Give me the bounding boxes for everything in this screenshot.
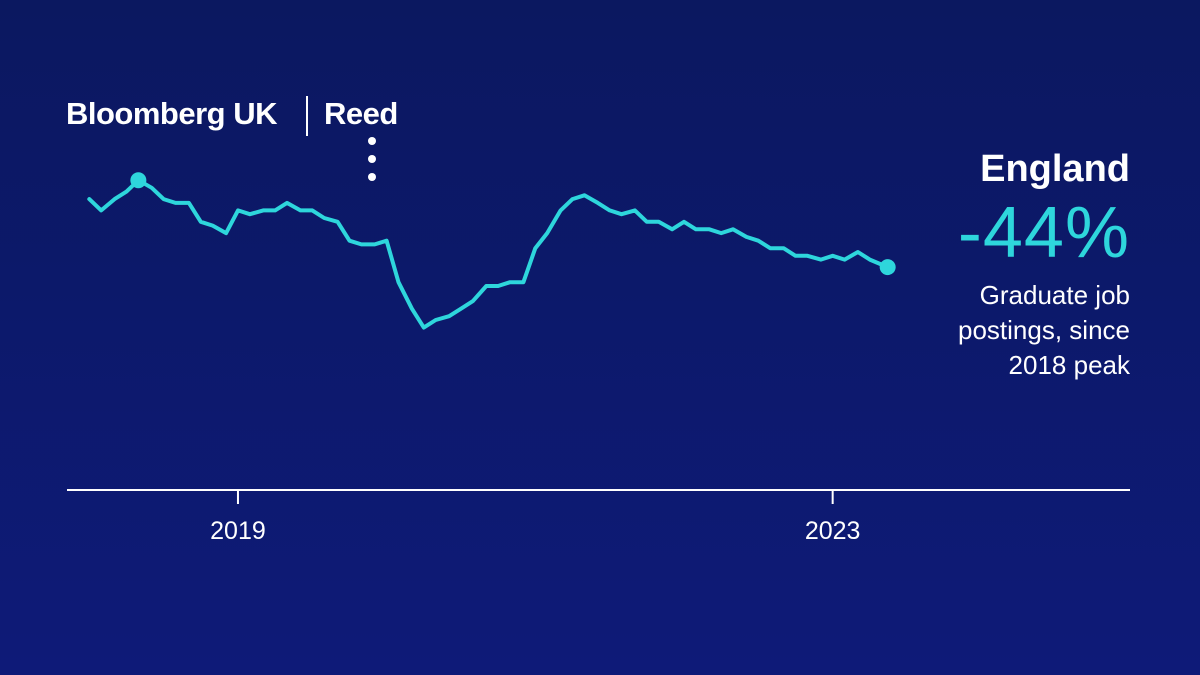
- bloomberg-uk-logo: Bloomberg UK: [66, 96, 278, 131]
- region-label: England: [980, 148, 1130, 190]
- latest-point: [879, 259, 896, 276]
- x-tick-label: 2019: [210, 517, 266, 545]
- percent-change: -44%: [957, 193, 1130, 273]
- chart-annotation: England -44% Graduate job postings, sinc…: [910, 146, 1130, 383]
- reed-dots-icon: [368, 132, 379, 186]
- reed-logo: Reed: [324, 96, 398, 131]
- chart-series: [87, 172, 896, 330]
- annotation-caption: Graduate job postings, since 2018 peak: [958, 280, 1130, 380]
- x-axis: 2019 2023: [67, 489, 1130, 545]
- peak-point: [130, 172, 147, 189]
- logo-divider: [306, 96, 308, 136]
- series-line: [87, 178, 890, 330]
- x-tick-label: 2023: [805, 517, 861, 545]
